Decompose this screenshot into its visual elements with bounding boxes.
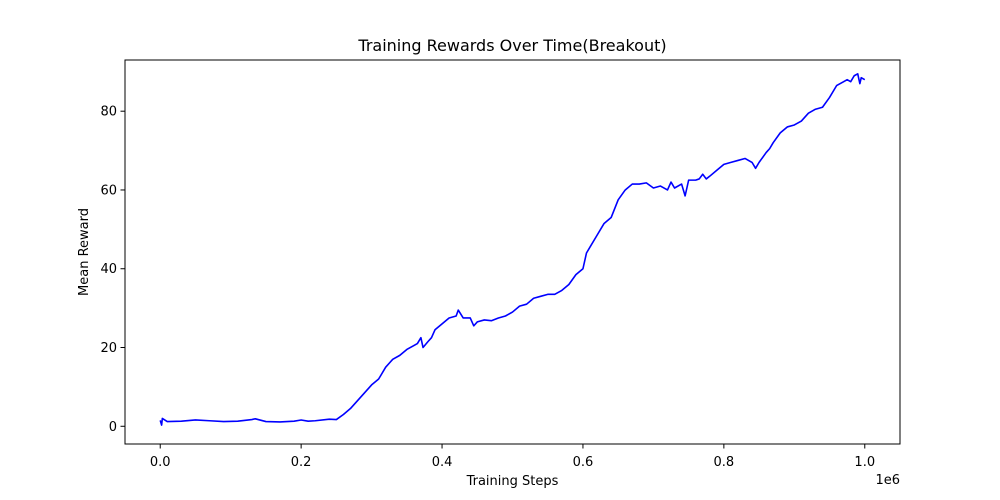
x-tick-label: 0.8 [714, 455, 735, 470]
x-axis: 0.0 0.2 0.4 0.6 0.8 1.0 [150, 444, 875, 470]
series-line [159, 72, 866, 426]
y-tick-label: 20 [100, 341, 117, 356]
x-tick-label: 1.0 [854, 455, 875, 470]
y-tick-label: 60 [100, 183, 117, 198]
chart-title: Training Rewards Over Time(Breakout) [357, 36, 666, 55]
y-tick-label: 0 [109, 420, 117, 435]
x-axis-offset-label: 1e6 [875, 473, 900, 488]
y-axis-label: Mean Reward [77, 208, 92, 296]
x-tick-label: 0.0 [150, 455, 171, 470]
x-tick-label: 0.6 [573, 455, 594, 470]
plot-area [159, 72, 866, 426]
y-axis: 0 20 40 60 80 [100, 105, 125, 435]
axes-frame [124, 59, 901, 445]
y-tick-label: 40 [100, 262, 117, 277]
x-tick-label: 0.2 [291, 455, 312, 470]
y-tick-label: 80 [100, 105, 117, 120]
x-tick-label: 0.4 [432, 455, 453, 470]
x-axis-label: Training Steps [466, 474, 559, 489]
